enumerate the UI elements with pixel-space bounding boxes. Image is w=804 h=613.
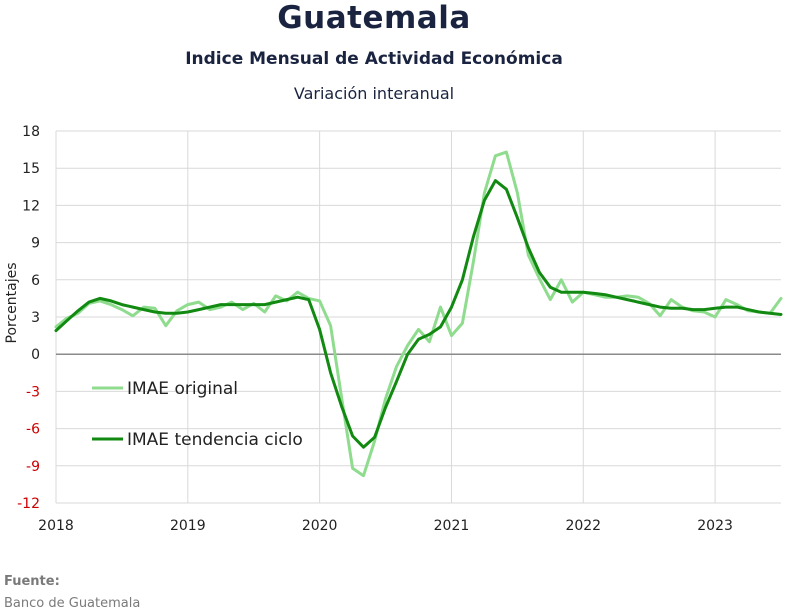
y-tick-label: -12 (17, 496, 40, 512)
legend-label-original: IMAE original (127, 379, 238, 399)
y-tick-label: 0 (31, 347, 40, 363)
chart-title: Guatemala (277, 0, 471, 36)
x-tick-label: 2018 (38, 518, 74, 530)
chart-subtitle-variation: Variación interanual (293, 84, 455, 103)
y-tick-label: -6 (26, 422, 40, 438)
x-tick-label: 2022 (565, 518, 601, 530)
series-line-imae-tendencia-ciclo (54, 179, 783, 449)
legend-label-trend: IMAE tendencia ciclo (127, 430, 303, 450)
x-tick-label: 2021 (434, 518, 470, 530)
chart-subtitle: Indice Mensual de Actividad Económica (185, 49, 563, 69)
y-tick-label: 18 (22, 124, 40, 140)
y-tick-label: 12 (22, 198, 40, 214)
source-label: Fuente: (4, 574, 60, 589)
x-tick-label: 2020 (302, 518, 338, 530)
y-tick-label: 6 (31, 273, 40, 289)
y-axis-label: Porcentajes (4, 262, 20, 343)
y-tick-label: -9 (26, 459, 40, 475)
source-value: Banco de Guatemala (4, 596, 141, 611)
x-tick-label: 2019 (170, 518, 206, 530)
line-chart: 18 15 12 9 6 3 0 -3 -6 -9 -12 2018 2019 2020 2021 2022 2… (4, 124, 783, 530)
series-line-imae-original (54, 150, 783, 478)
x-tick-label: 2023 (697, 518, 733, 530)
y-tick-label: 9 (31, 236, 40, 252)
y-tick-label: 3 (31, 310, 40, 326)
y-tick-label: -3 (26, 384, 40, 400)
y-tick-label: 15 (22, 161, 40, 177)
